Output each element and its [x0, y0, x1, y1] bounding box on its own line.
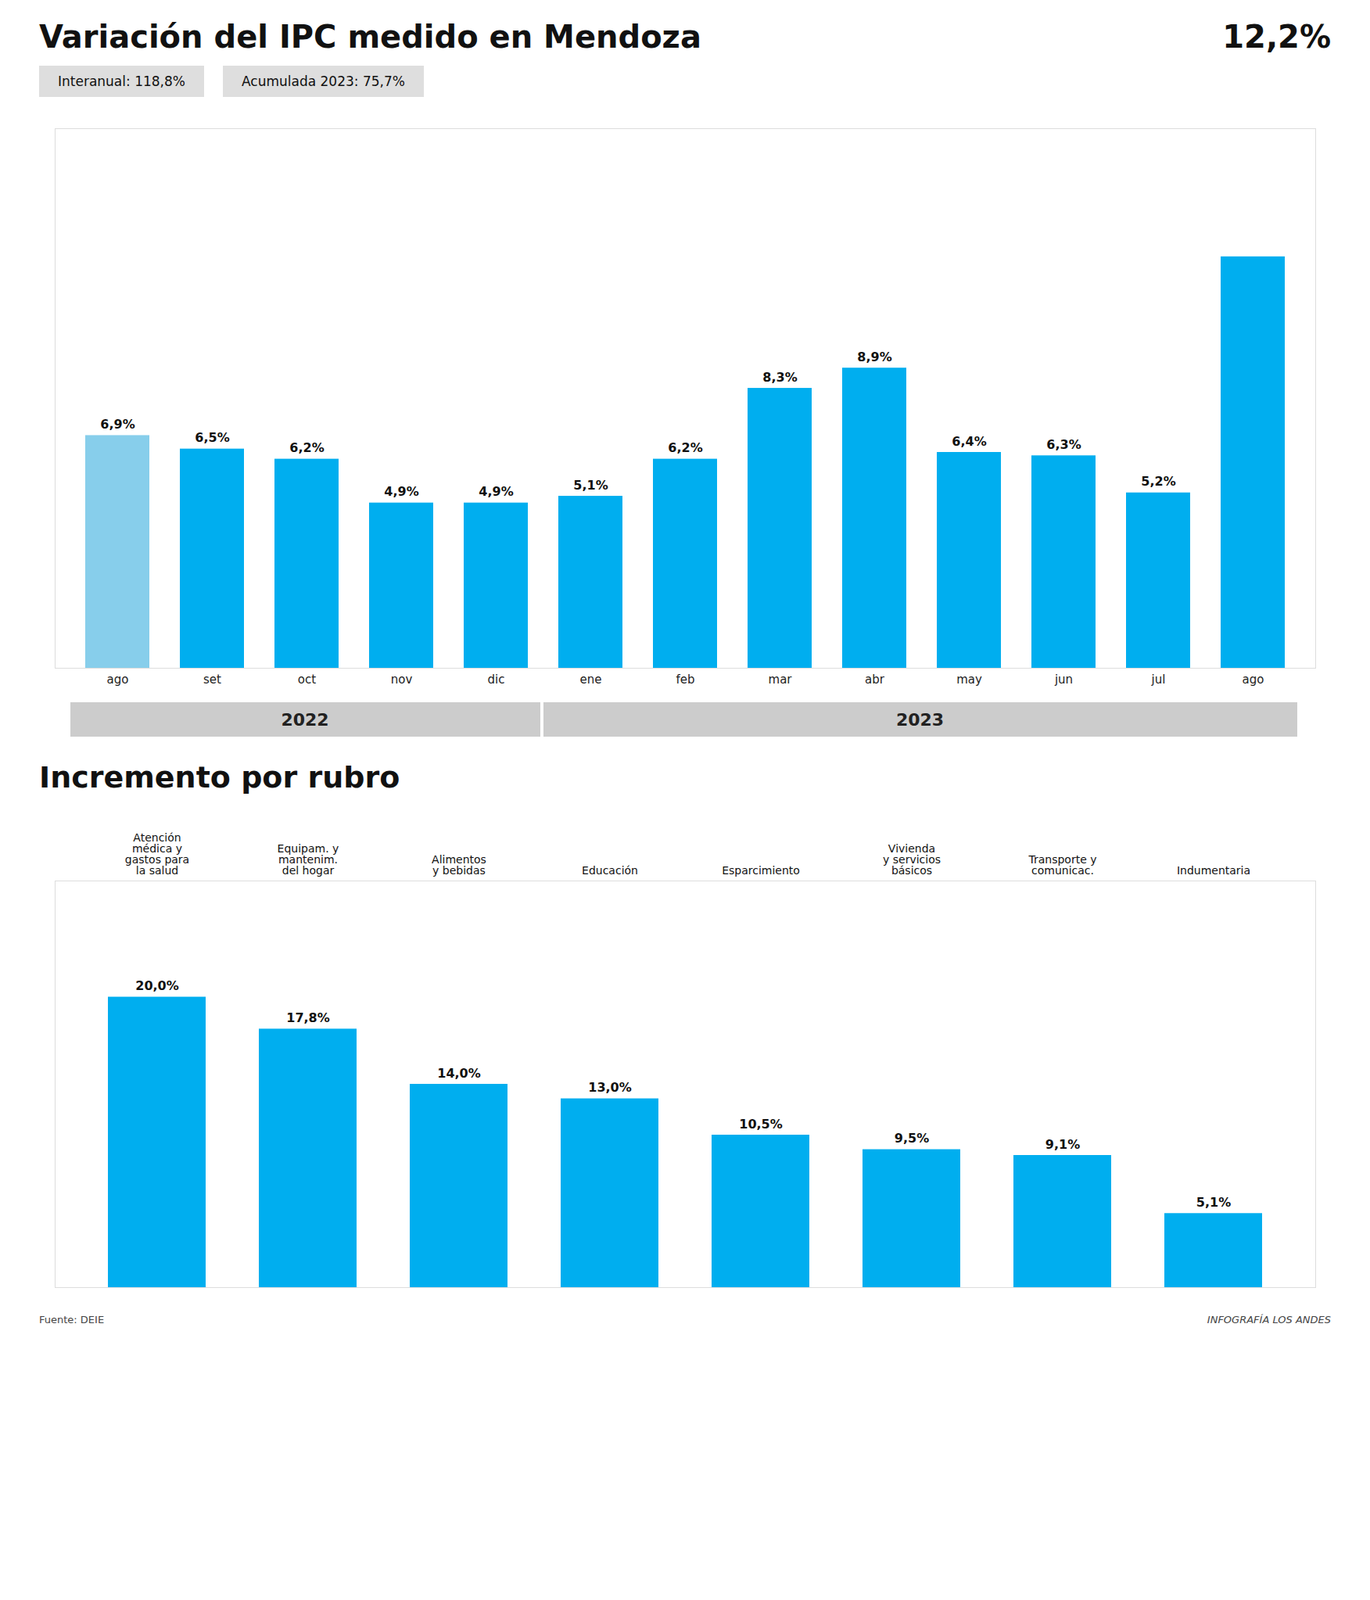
svg-text:Esparcimiento: Esparcimiento: [721, 864, 800, 877]
html-text:Acumulada 2023: 75,7%: Acumulada 2023: 75,7%: [241, 73, 405, 90]
svg-text:oct: oct: [297, 672, 316, 687]
svg-text:Transporte ycomunicac.: Transporte ycomunicac.: [1027, 853, 1097, 877]
svg-text:6,2%: 6,2%: [289, 440, 324, 456]
html-text:2023: 2023: [896, 709, 944, 730]
svg-text:8,9%: 8,9%: [857, 349, 892, 365]
svg-text:6,3%: 6,3%: [1046, 437, 1081, 452]
svg-text:10,5%: 10,5%: [738, 1116, 783, 1132]
html-text:Fuente: DEIE: Fuente: DEIE: [39, 1313, 105, 1326]
html-text:2022: 2022: [281, 709, 329, 730]
svg-text:6,9%: 6,9%: [100, 416, 135, 432]
svg-text:ene: ene: [580, 672, 603, 687]
svg-text:set: set: [203, 672, 222, 687]
svg-text:17,8%: 17,8%: [286, 1010, 330, 1026]
svg-text:Vivienday serviciosbásicos: Vivienday serviciosbásicos: [882, 842, 941, 877]
svg-text:13,0%: 13,0%: [588, 1079, 632, 1095]
svg-text:5,1%: 5,1%: [573, 477, 608, 493]
svg-text:5,1%: 5,1%: [1196, 1194, 1231, 1210]
svg-text:Alimentosy bebidas: Alimentosy bebidas: [431, 853, 487, 877]
svg-text:may: may: [956, 672, 983, 687]
svg-text:6,5%: 6,5%: [194, 430, 230, 445]
svg-text:6,2%: 6,2%: [667, 440, 703, 456]
svg-text:mar: mar: [768, 672, 793, 687]
svg-text:jun: jun: [1054, 672, 1073, 687]
svg-text:jul: jul: [1151, 672, 1166, 687]
html-text:Variación del IPC medido en Me: Variación del IPC medido en Mendoza: [39, 18, 702, 55]
svg-text:6,4%: 6,4%: [951, 433, 987, 449]
html-text:Incremento por rubro: Incremento por rubro: [39, 760, 400, 795]
svg-text:abr: abr: [864, 672, 886, 687]
svg-text:8,3%: 8,3%: [762, 369, 797, 385]
svg-text:20,0%: 20,0%: [135, 978, 180, 994]
svg-text:feb: feb: [675, 672, 695, 687]
html-text:12,2%: 12,2%: [1222, 18, 1331, 55]
svg-text:5,2%: 5,2%: [1140, 473, 1176, 489]
svg-text:4,9%: 4,9%: [478, 484, 513, 499]
svg-text:4,9%: 4,9%: [383, 484, 419, 499]
html-text:Interanual: 118,8%: Interanual: 118,8%: [57, 73, 186, 90]
svg-text:9,1%: 9,1%: [1045, 1136, 1080, 1152]
svg-text:Educación: Educación: [581, 864, 639, 877]
svg-text:ago: ago: [107, 672, 130, 687]
svg-text:ago: ago: [1242, 672, 1265, 687]
svg-text:9,5%: 9,5%: [894, 1130, 929, 1146]
svg-text:nov: nov: [390, 672, 413, 687]
svg-text:14,0%: 14,0%: [437, 1065, 481, 1081]
svg-text:Indumentaria: Indumentaria: [1176, 864, 1251, 877]
svg-text:Equipam. ymantenim.del hogar: Equipam. ymantenim.del hogar: [277, 842, 340, 877]
svg-text:dic: dic: [487, 672, 506, 687]
svg-text:Atenciónmédica ygastos parala: Atenciónmédica ygastos parala salud: [125, 831, 190, 877]
html-text:INFOGRAFÍA LOS ANDES: INFOGRAFÍA LOS ANDES: [1207, 1313, 1331, 1326]
